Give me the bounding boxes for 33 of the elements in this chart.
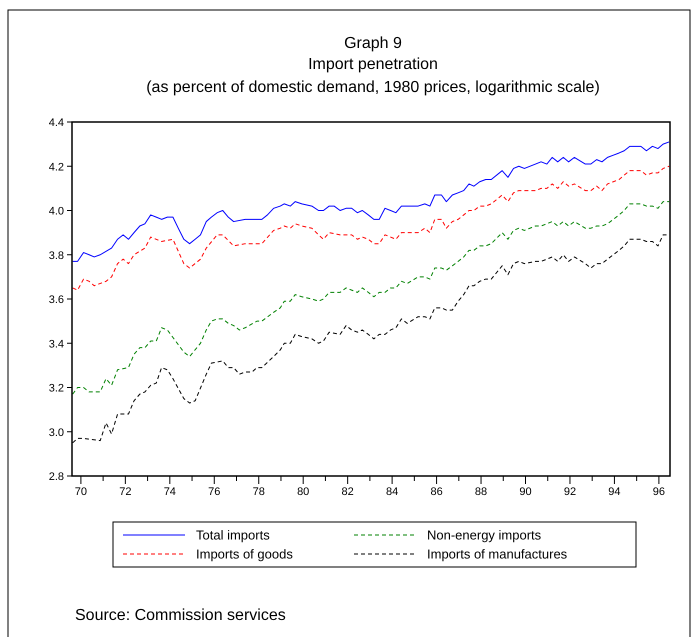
y-tick-label: 3.6 — [48, 294, 64, 306]
x-tick-label: 72 — [119, 486, 132, 498]
x-tick-label: 90 — [519, 486, 532, 498]
y-tick-label: 3.2 — [48, 382, 64, 394]
x-tick-label: 70 — [74, 486, 88, 498]
y-tick-label: 2.8 — [48, 471, 64, 483]
y-tick-label: 3.4 — [48, 338, 64, 350]
chart-title: Graph 9 Import penetration — [308, 35, 438, 73]
x-tick-label: 86 — [430, 486, 443, 498]
line-series — [72, 141, 670, 262]
x-tick-label: 76 — [208, 486, 220, 498]
y-tick-label: 4.2 — [48, 161, 64, 174]
source-note: Source: Commission services — [75, 607, 286, 624]
chart-subtitle: (as percent of domestic demand, 1980 prices, logarithmic scale) — [146, 79, 600, 96]
legend-label: Non-energy imports — [427, 528, 542, 542]
x-tick-label: 88 — [474, 486, 488, 498]
x-tick-label: 78 — [252, 486, 265, 498]
y-tick-label: 3.8 — [48, 250, 64, 262]
line-series — [72, 166, 670, 291]
x-tick-label: 74 — [164, 486, 176, 498]
x-tick-label: 96 — [652, 486, 666, 498]
x-tick-label: 84 — [386, 486, 398, 498]
y-tick-label: 3.0 — [48, 426, 64, 439]
x-tick-label: 82 — [342, 486, 354, 498]
line-series — [72, 201, 670, 395]
x-tick-label: 94 — [608, 486, 621, 498]
legend-label: Imports of manufactures — [427, 546, 568, 562]
x-tick-label: 92 — [564, 486, 576, 498]
x-tick-label: 80 — [297, 486, 310, 498]
y-tick-label: 4.4 — [48, 117, 64, 129]
y-tick-label: 4.0 — [48, 206, 64, 218]
legend-label: Total imports — [196, 528, 270, 542]
legend-label: Imports of goods — [196, 546, 294, 562]
